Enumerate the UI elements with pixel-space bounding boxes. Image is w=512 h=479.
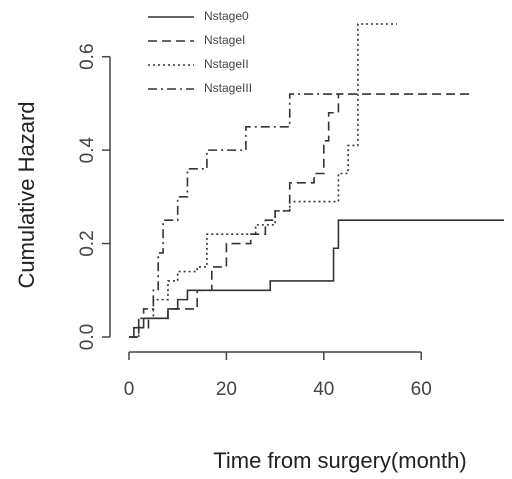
y-tick-label: 0.4 [77,136,98,163]
step-line [129,219,504,338]
y-tick-label: 0.2 [77,230,98,256]
legend-label: NstageI [204,33,245,47]
y-tick-label: 0.6 [77,43,98,69]
x-tick-label: 60 [411,379,432,400]
legend-label: NstageIII [204,81,252,95]
step-line [129,93,470,338]
legend-label: Nstage0 [204,9,249,23]
x-tick-label: 20 [216,379,237,400]
step-line [129,23,397,338]
legend-label: NstageII [204,57,249,71]
x-axis-title: Time from surgery(month) [213,448,466,473]
x-tick-label: 40 [313,379,334,400]
y-axis-title: Cumulative Hazard [14,101,39,288]
step-line [129,93,344,338]
x-tick-label: 0 [124,379,135,400]
y-tick-label: 0.0 [77,324,98,350]
